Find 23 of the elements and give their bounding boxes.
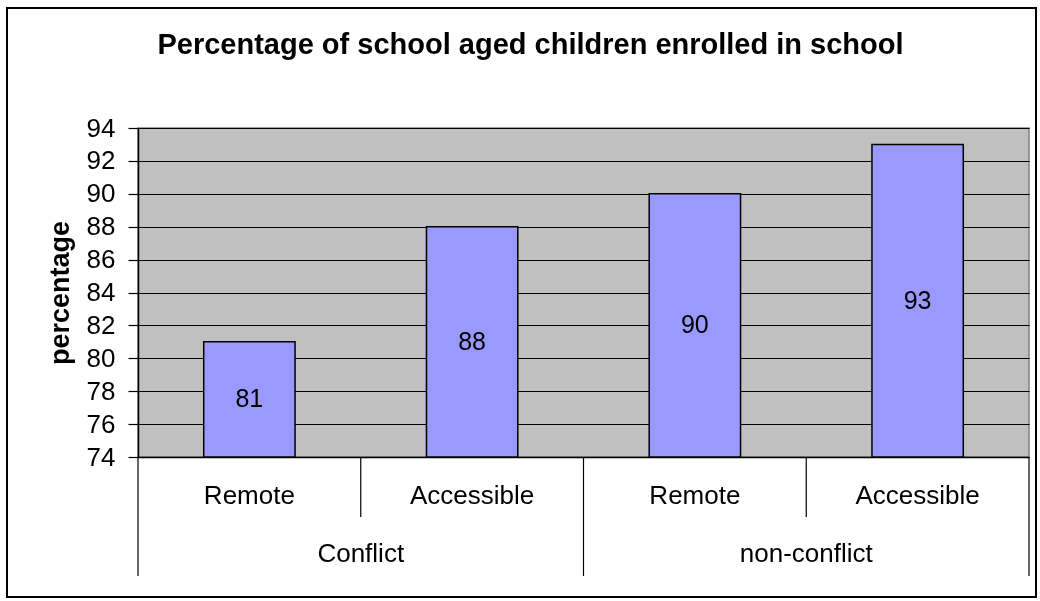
chart-title: Percentage of school aged children enrolled in school — [157, 28, 904, 60]
y-tick-label: 76 — [86, 408, 116, 439]
y-tick-label: 86 — [86, 244, 116, 275]
data-label: 88 — [458, 326, 487, 355]
data-label: 93 — [903, 285, 932, 314]
x-tick-label: Accessible — [855, 479, 980, 510]
y-tick-label: 78 — [86, 375, 116, 406]
text: non-conflict — [739, 538, 874, 568]
y-tick-label: 88 — [86, 211, 116, 242]
x-tick-label: Remote — [649, 479, 741, 510]
y-tick-label: 90 — [86, 178, 116, 209]
y-tick-label: 82 — [86, 309, 116, 340]
y-tick-label: 84 — [86, 277, 116, 307]
y-tick-label: 94 — [86, 112, 116, 143]
x-tick-label: Remote — [203, 479, 295, 510]
data-label: 81 — [235, 384, 264, 413]
x-tick-label: Accessible — [409, 479, 535, 510]
y-tick-label: 80 — [86, 342, 116, 373]
y-axis-title: percentage — [44, 220, 75, 366]
y-tick-label: 74 — [86, 441, 116, 472]
data-label: 90 — [680, 310, 709, 339]
y-tick-label: 92 — [86, 145, 116, 176]
text: Conflict — [317, 538, 405, 568]
